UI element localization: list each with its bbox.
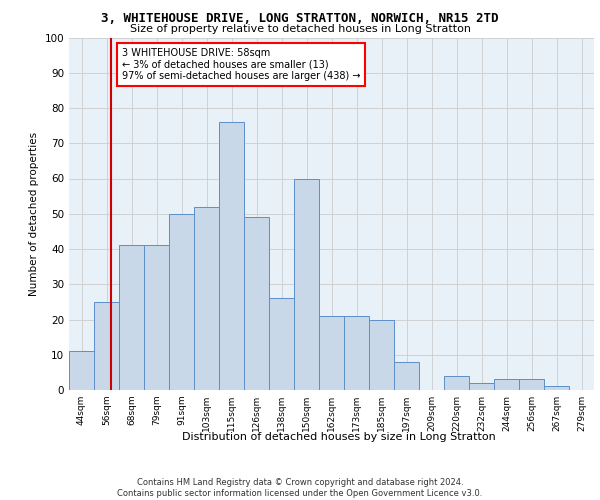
Bar [169, 214, 194, 390]
Bar [544, 386, 569, 390]
Text: 3 WHITEHOUSE DRIVE: 58sqm
← 3% of detached houses are smaller (13)
97% of semi-d: 3 WHITEHOUSE DRIVE: 58sqm ← 3% of detach… [121, 48, 360, 82]
Bar [469, 383, 494, 390]
Text: 3, WHITEHOUSE DRIVE, LONG STRATTON, NORWICH, NR15 2TD: 3, WHITEHOUSE DRIVE, LONG STRATTON, NORW… [101, 12, 499, 26]
Text: Contains HM Land Registry data © Crown copyright and database right 2024.
Contai: Contains HM Land Registry data © Crown c… [118, 478, 482, 498]
Bar [94, 302, 119, 390]
Bar [294, 178, 319, 390]
Bar [119, 246, 144, 390]
Bar [494, 380, 519, 390]
Bar [194, 206, 219, 390]
Bar [144, 246, 169, 390]
Bar [344, 316, 369, 390]
Bar [369, 320, 394, 390]
Text: Size of property relative to detached houses in Long Stratton: Size of property relative to detached ho… [130, 24, 470, 34]
Bar [69, 351, 94, 390]
Bar [444, 376, 469, 390]
Bar [519, 380, 544, 390]
Bar [269, 298, 294, 390]
Y-axis label: Number of detached properties: Number of detached properties [29, 132, 39, 296]
Text: Distribution of detached houses by size in Long Stratton: Distribution of detached houses by size … [182, 432, 496, 442]
Bar [319, 316, 344, 390]
Bar [394, 362, 419, 390]
Bar [219, 122, 244, 390]
Bar [244, 218, 269, 390]
